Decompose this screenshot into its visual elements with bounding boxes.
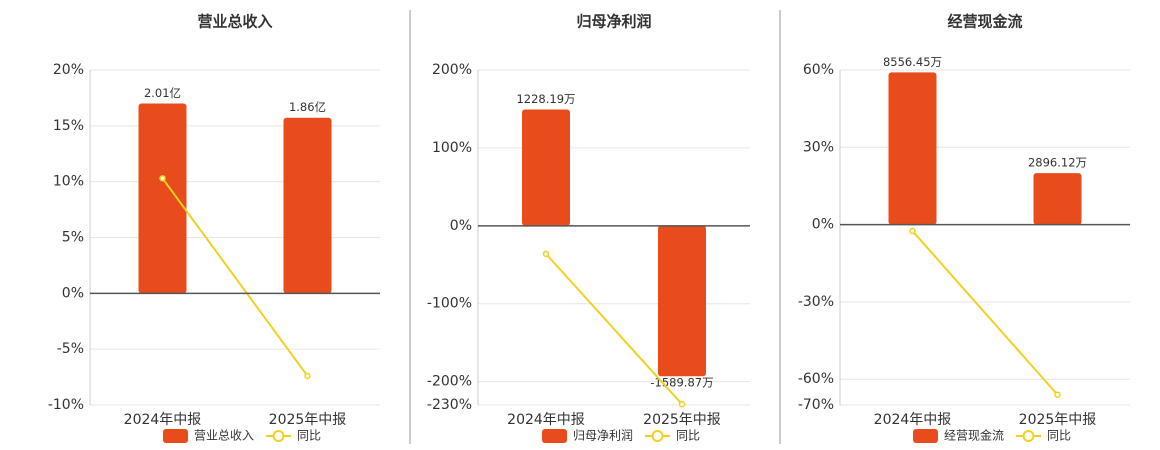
trend-point	[909, 227, 916, 235]
x-tick-label: 2024年中报	[874, 412, 952, 428]
legend-swatch	[913, 429, 938, 443]
bar	[283, 117, 332, 294]
bar	[138, 103, 187, 294]
y-tick-label: 20%	[53, 62, 84, 78]
y-tick-label: -70%	[798, 397, 834, 413]
legend-marker	[651, 430, 664, 442]
x-tick-label: 2025年中报	[269, 412, 347, 428]
bar	[888, 72, 937, 225]
bar	[658, 225, 706, 377]
y-tick-label: -60%	[798, 371, 834, 387]
value-label: 2.01亿	[144, 86, 181, 100]
bar	[1033, 173, 1082, 225]
trend-line	[161, 177, 309, 377]
value-label: 1.86亿	[289, 100, 326, 114]
y-tick-label: -10%	[48, 397, 84, 413]
x-tick-label: 2025年中报	[1019, 412, 1097, 428]
y-tick-label: 0%	[450, 218, 472, 234]
chart-title: 营业总收入	[197, 13, 272, 31]
trend-point	[542, 250, 550, 258]
trend-point	[1054, 391, 1061, 398]
y-tick-label: 200%	[432, 62, 472, 78]
legend-marker	[272, 430, 285, 442]
y-tick-label: 15%	[53, 118, 84, 134]
y-tick-label: 30%	[803, 139, 834, 155]
y-tick-label: -30%	[798, 294, 834, 310]
legend-label: 同比	[297, 429, 321, 443]
trend-point	[304, 372, 311, 380]
value-label: -1589.87万	[650, 376, 713, 390]
y-tick-label: 60%	[803, 62, 834, 78]
legend-swatch	[542, 429, 567, 443]
legend-label: 同比	[676, 429, 700, 443]
y-tick-label: 5%	[62, 230, 84, 246]
legend-marker	[1022, 430, 1035, 442]
y-tick-label: -230%	[427, 397, 472, 413]
y-tick-label: -200%	[427, 374, 472, 390]
bar	[522, 109, 570, 226]
x-tick-label: 2024年中报	[507, 412, 585, 428]
trend-point	[159, 175, 166, 182]
chart-title: 经营现金流	[947, 13, 1022, 31]
legend-label: 经营现金流	[944, 428, 1004, 443]
x-tick-label: 2024年中报	[124, 412, 202, 428]
y-tick-label: -100%	[427, 296, 472, 312]
trend-point	[678, 400, 686, 408]
trend-line	[545, 253, 683, 405]
y-tick-label: 100%	[432, 140, 472, 156]
y-tick-label: -5%	[57, 341, 84, 357]
legend-swatch	[163, 429, 188, 443]
y-tick-label: 0%	[62, 285, 84, 301]
y-tick-label: 10%	[53, 174, 84, 190]
legend-label: 归母净利润	[573, 429, 633, 443]
chart-title: 归母净利润	[576, 13, 651, 31]
value-label: 1228.19万	[516, 92, 575, 106]
legend-label: 同比	[1047, 429, 1071, 443]
value-label: 2896.12万	[1028, 156, 1087, 170]
value-label: 8556.45万	[883, 55, 942, 69]
trend-line	[911, 230, 1059, 396]
x-tick-label: 2025年中报	[643, 412, 721, 428]
legend-label: 营业总收入	[194, 429, 254, 443]
y-tick-label: 0%	[812, 217, 834, 233]
